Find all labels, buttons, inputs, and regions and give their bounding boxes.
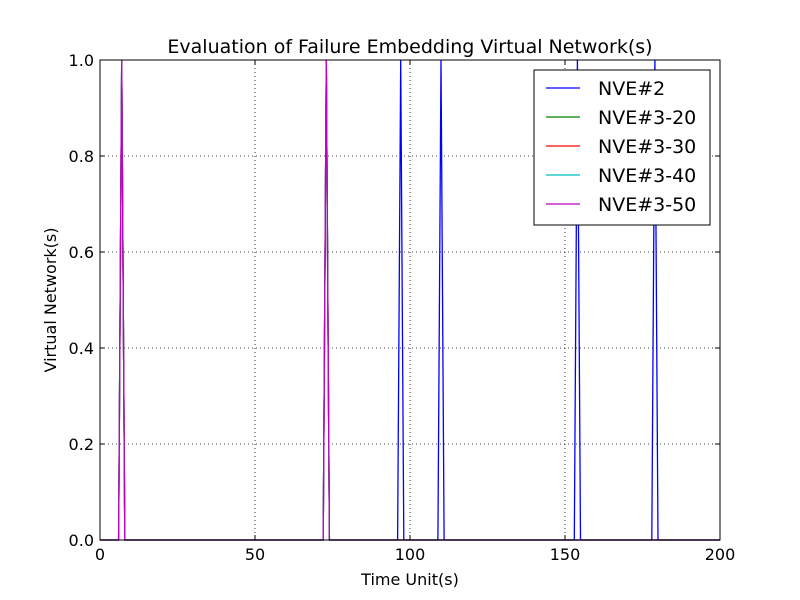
y-axis-label: Virtual Network(s) — [41, 228, 60, 373]
legend-label-nve-3-30: NVE#3-30 — [598, 136, 696, 158]
legend-label-nve-3-20: NVE#3-20 — [598, 107, 696, 129]
x-tick-label: 50 — [245, 545, 265, 564]
y-tick-label: 0.2 — [69, 435, 94, 454]
y-tick-label: 0.4 — [69, 339, 94, 358]
ticks: 0 50 100 150 200 0.0 0.2 0.4 0.6 0.8 1.0 — [69, 51, 736, 564]
legend-box — [533, 69, 711, 226]
y-tick-label: 0.8 — [69, 147, 94, 166]
x-tick-label: 200 — [705, 545, 736, 564]
legend: NVE#2 NVE#3-20 NVE#3-30 NVE#3-40 NVE#3-50 — [533, 69, 711, 226]
y-tick-label: 0.0 — [69, 531, 94, 550]
y-tick-label: 1.0 — [69, 51, 94, 70]
x-tick-label: 100 — [395, 545, 426, 564]
y-tick-label: 0.6 — [69, 243, 94, 262]
legend-label-nve-3-50: NVE#3-50 — [598, 194, 696, 216]
x-axis-label: Time Unit(s) — [360, 570, 459, 589]
x-tick-label: 150 — [550, 545, 581, 564]
legend-label-nve-2: NVE#2 — [598, 78, 665, 100]
legend-label-nve-3-40: NVE#3-40 — [598, 165, 696, 187]
chart-title: Evaluation of Failure Embedding Virtual … — [167, 36, 652, 58]
x-tick-label: 0 — [95, 545, 105, 564]
